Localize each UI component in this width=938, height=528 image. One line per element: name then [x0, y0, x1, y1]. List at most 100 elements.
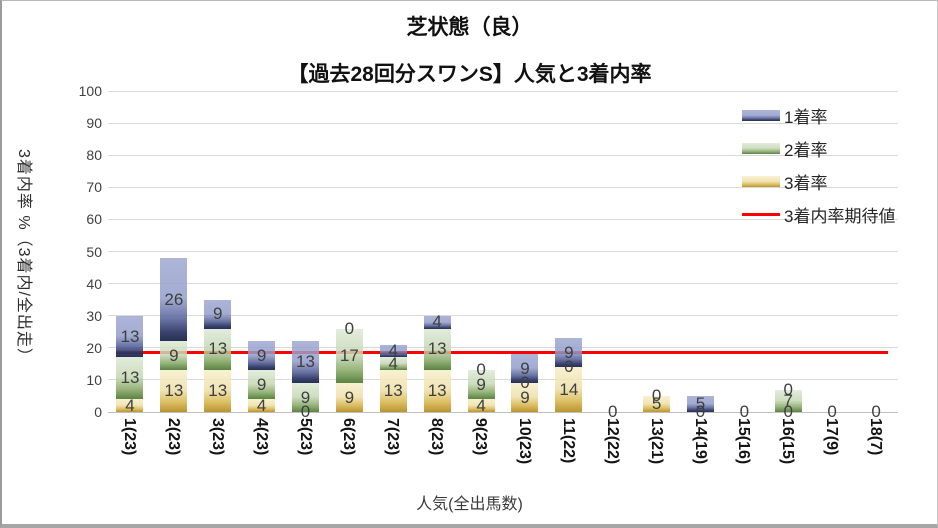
bar-value-label: 9 [344, 387, 355, 407]
legend-label-win: 1着率 [784, 108, 828, 127]
x-category-label-9(23): 9(23) [472, 418, 490, 456]
bar-value-label: 0 [783, 379, 793, 399]
bar-segment-place3-13(21)[interactable] [643, 395, 671, 412]
bar-value-label: 0 [827, 402, 837, 421]
bar-segment-place3-11(22)[interactable] [555, 367, 583, 412]
bar-segment-win-8(23)[interactable] [423, 315, 451, 329]
bar-segment-win-11(22)[interactable] [555, 338, 583, 368]
bar-value-label: 13 [164, 381, 184, 401]
bar-segment-place2-3(23)[interactable] [204, 328, 232, 371]
x-category-label-3(23): 3(23) [208, 418, 226, 456]
legend-item-win-rate[interactable]: 1着率 [742, 99, 895, 132]
bar-value-label: 0 [520, 373, 530, 393]
bar-value-label: 14 [559, 379, 579, 399]
bar-value-label: 0 [651, 385, 662, 405]
bar-segment-place3-1(23)[interactable] [116, 399, 144, 412]
x-category-label-17(9): 17(9) [823, 418, 841, 456]
chart-title: 芝状態（良） [406, 16, 533, 39]
bar-segment-win-4(23)[interactable] [248, 341, 276, 371]
x-category-label-1(23): 1(23) [120, 418, 138, 456]
bar-segment-win-14(19)[interactable] [687, 395, 714, 412]
bar-segment-place2-1(23)[interactable] [116, 357, 144, 400]
bar-segment-place3-6(23)[interactable] [335, 383, 363, 412]
bar-value-label: 9 [476, 374, 486, 394]
bar-segment-win-7(23)[interactable] [379, 344, 407, 358]
bar-segment-place2-8(23)[interactable] [423, 328, 451, 371]
x-category-label-2(23): 2(23) [164, 418, 182, 456]
legend-swatch-expected-line-icon [742, 213, 780, 216]
bar-value-label: 0 [607, 402, 618, 421]
bar-value-label: 13 [208, 339, 228, 359]
bar-segment-win-10(23)[interactable] [511, 354, 539, 384]
x-category-label-11(22): 11(22) [559, 418, 577, 464]
legend-label-expected: 3着内率期待値 [784, 207, 896, 226]
bar-value-label: 0 [871, 402, 881, 421]
bar-segment-win-5(23)[interactable] [292, 341, 319, 384]
bar-segment-win-1(23)[interactable] [116, 315, 144, 358]
bar-segment-place3-10(23)[interactable] [511, 383, 539, 412]
bar-segment-place3-3(23)[interactable] [204, 370, 232, 412]
gridline-0 [108, 411, 898, 413]
x-category-label-14(19): 14(19) [691, 418, 709, 465]
x-category-label-5(23): 5(23) [296, 418, 314, 456]
y-tick-label-30: 30 [86, 307, 102, 324]
bar-value-label: 5 [695, 393, 706, 413]
bar-segment-win-3(23)[interactable] [204, 299, 232, 329]
bar-segment-place2-16(15)[interactable] [774, 389, 802, 412]
bar-value-label: 4 [388, 341, 398, 360]
x-category-label-6(23): 6(23) [340, 418, 358, 456]
legend-label-third: 3着率 [784, 174, 828, 193]
x-category-label-15(16): 15(16) [735, 418, 753, 465]
bar-value-label: 26 [164, 289, 184, 309]
bar-segment-place3-2(23)[interactable] [160, 370, 188, 412]
gridline-10 [108, 379, 898, 381]
bar-segment-place3-8(23)[interactable] [423, 370, 451, 412]
legend-swatch-third-icon [742, 176, 780, 187]
bar-value-label: 4 [256, 395, 267, 415]
bar-value-label: 0 [564, 357, 574, 377]
bar-value-label: 9 [520, 387, 530, 407]
bar-segment-place3-9(23)[interactable] [467, 399, 495, 412]
legend-label-second: 2着率 [784, 141, 828, 160]
bar-value-label: 13 [208, 381, 228, 401]
legend-item-expected-rate[interactable]: 3着内率期待値 [742, 198, 895, 231]
expected-rate-line[interactable] [116, 351, 888, 355]
bar-value-label: 13 [296, 352, 315, 372]
legend-item-third-rate[interactable]: 3着率 [742, 165, 895, 198]
y-tick-label-0: 0 [94, 404, 102, 420]
bar-segment-place2-6(23)[interactable] [335, 328, 363, 384]
gridline-40 [108, 283, 898, 285]
gridline-30 [108, 315, 898, 317]
bar-value-label: 9 [169, 345, 179, 365]
bar-segment-place2-9(23)[interactable] [467, 370, 495, 400]
x-category-label-13(21): 13(21) [647, 418, 665, 465]
bar-value-label: 0 [695, 402, 706, 421]
legend-swatch-second-icon [742, 143, 780, 154]
x-axis-title: 人気(全出馬数) [416, 496, 523, 513]
bar-value-label: 7 [783, 390, 793, 410]
y-tick-label-100: 100 [78, 83, 102, 99]
bar-segment-win-2(23)[interactable] [160, 257, 188, 342]
bar-value-label: 9 [520, 358, 530, 378]
bar-value-label: 9 [256, 374, 267, 394]
gridline-80 [108, 154, 898, 156]
bar-value-label: 17 [339, 345, 359, 365]
bar-segment-place2-7(23)[interactable] [379, 357, 407, 371]
bar-segment-place3-4(23)[interactable] [248, 399, 276, 412]
bar-segment-place2-5(23)[interactable] [292, 383, 319, 412]
bar-segment-place2-4(23)[interactable] [248, 370, 276, 400]
bar-value-label: 5 [651, 393, 662, 413]
gridline-100 [108, 90, 898, 92]
y-tick-label-70: 70 [86, 179, 102, 196]
x-category-label-4(23): 4(23) [252, 418, 270, 456]
bar-value-label: 4 [432, 312, 442, 332]
bar-segment-place3-7(23)[interactable] [379, 370, 407, 412]
bar-segment-place2-2(23)[interactable] [160, 341, 188, 371]
y-tick-label-50: 50 [86, 243, 102, 260]
plot-area: 4 13 13 13 9 26 13 13 9 4 9 9 0 9 13 9 17 0 13 4 4 13 13 4 4 9 0 9 0… [108, 90, 898, 421]
x-category-label-7(23): 7(23) [384, 418, 402, 456]
y-tick-label-40: 40 [86, 275, 102, 292]
legend-item-second-rate[interactable]: 2着率 [742, 132, 895, 165]
gridline-20 [108, 347, 898, 349]
